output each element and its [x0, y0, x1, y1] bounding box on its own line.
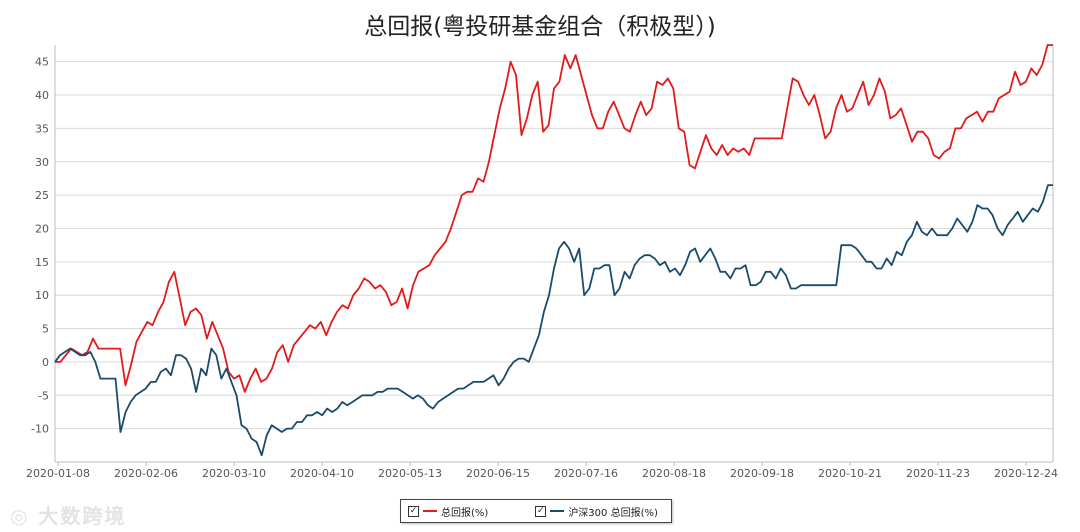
grid-layer [55, 61, 1053, 430]
y-tick-label: 5 [42, 323, 49, 336]
x-tick-label: 2020-12-24 [994, 467, 1058, 480]
y-tick-label: 25 [35, 189, 49, 202]
checkbox-icon[interactable]: ✓ [408, 505, 419, 517]
x-tick-label: 2020-01-08 [26, 467, 90, 480]
y-tick-label: 40 [35, 89, 49, 102]
checkbox-icon[interactable]: ✓ [535, 505, 547, 517]
chart-title: 总回报(粤投研基金组合（积极型）) [364, 14, 715, 40]
x-tick-label: 2020-09-18 [730, 467, 794, 480]
y-tick-label: 0 [42, 356, 49, 369]
y-tick-label: -10 [31, 423, 49, 436]
y-tick-label: 20 [35, 222, 49, 235]
y-tick-label: 30 [35, 156, 49, 169]
y-tick-label: 45 [35, 56, 49, 69]
x-tick-label: 2020-04-10 [290, 467, 354, 480]
y-tick-label: 35 [35, 122, 49, 135]
axis-layer: -10 -5 0 5 10 15 20 25 30 35 40 45 2020-01-08 2020-02… [26, 45, 1058, 480]
x-tick-label: 2020-10-21 [818, 467, 882, 480]
legend-label: 总回报(%) [441, 507, 489, 519]
series-line-total-return [55, 44, 1053, 393]
x-tick-label: 2020-11-23 [906, 467, 970, 480]
legend-item-hs300[interactable]: ✓ 沪深300 总回报(%) [535, 504, 658, 519]
series-line-hs300 [54, 184, 1053, 457]
x-tick-label: 2020-03-10 [202, 467, 266, 480]
watermark-logo: ◎ 大数跨境 [10, 504, 127, 528]
x-tick-label: 2020-02-06 [114, 467, 178, 480]
y-tick-label: 10 [35, 289, 49, 302]
series-layer [54, 44, 1053, 457]
y-tick-label: 15 [35, 256, 49, 269]
legend-swatch [550, 510, 565, 512]
y-tick-label: -5 [38, 389, 49, 402]
legend: ✓ 总回报(%) ✓ 沪深300 总回报(%) [400, 499, 672, 523]
legend-item-total-return[interactable]: ✓ 总回报(%) [408, 504, 488, 519]
legend-swatch [423, 510, 437, 512]
x-tick-label: 2020-07-16 [554, 467, 618, 480]
x-tick-label: 2020-05-13 [378, 467, 442, 480]
x-tick-label: 2020-08-18 [642, 467, 706, 480]
x-tick-label: 2020-06-15 [466, 467, 530, 480]
legend-label: 沪深300 总回报(%) [568, 507, 658, 519]
